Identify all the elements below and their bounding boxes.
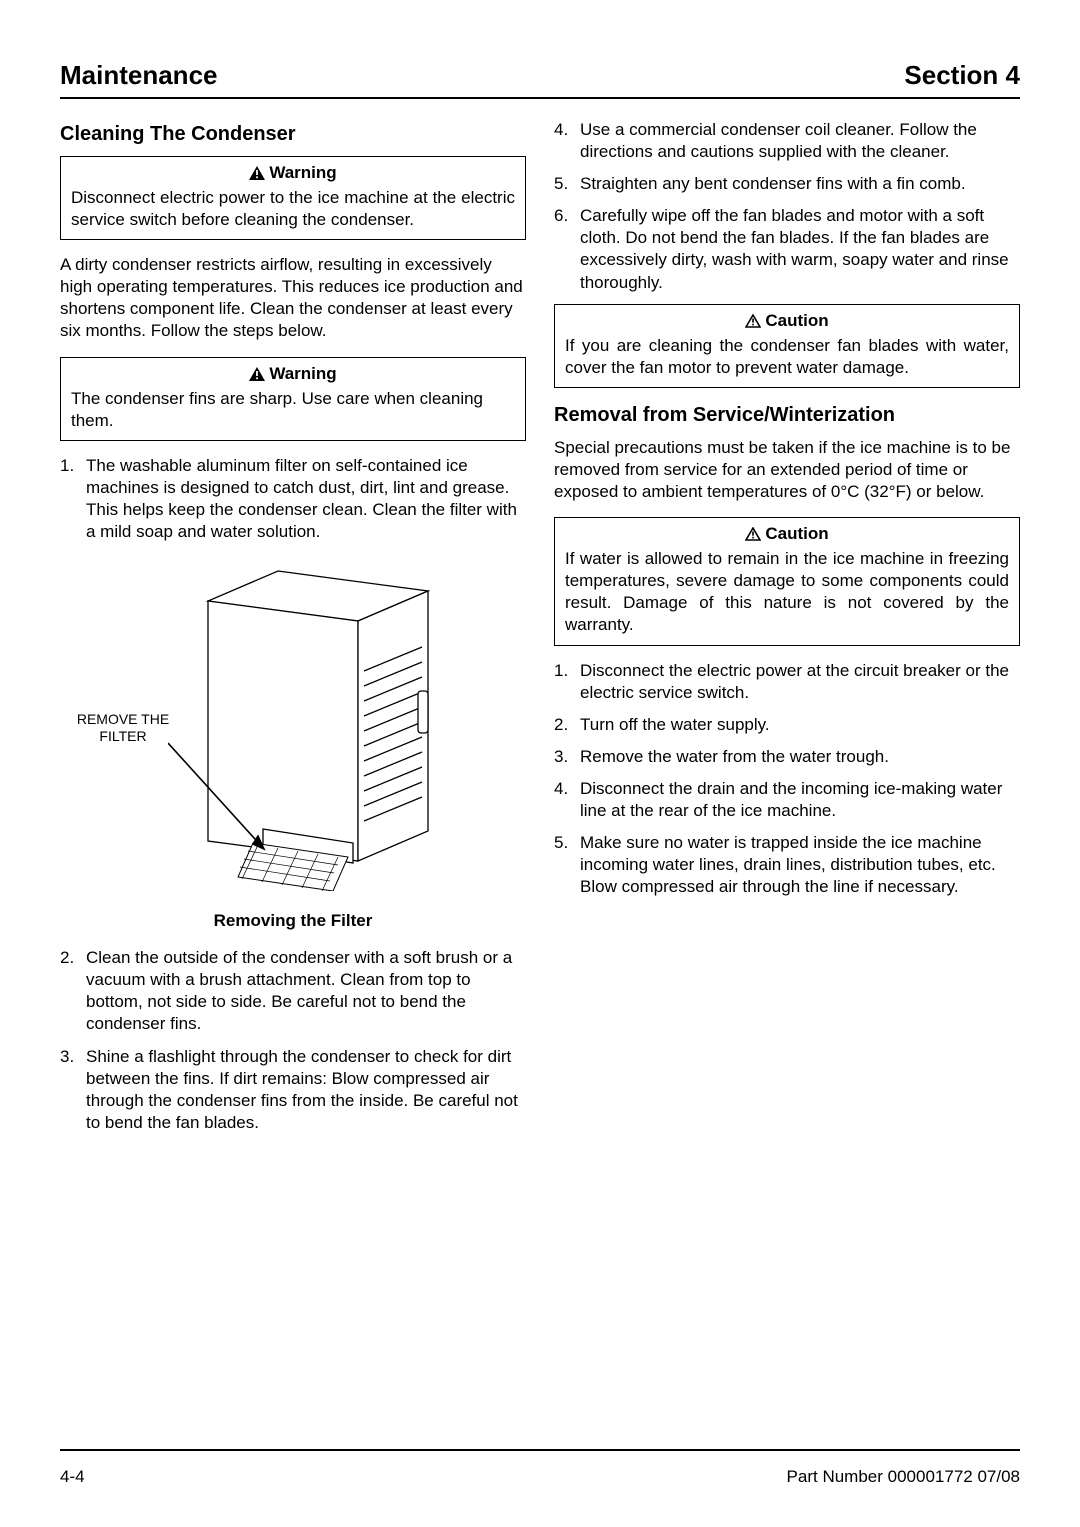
page-header: Maintenance Section 4 [60, 60, 1020, 99]
winterization-step-1: Disconnect the electric power at the cir… [554, 660, 1020, 704]
figure-callout-label: REMOVE THE FILTER [68, 711, 178, 745]
warning-2-body: The condenser fins are sharp. Use care w… [71, 388, 515, 432]
warning-box-2: Warning The condenser fins are sharp. Us… [60, 357, 526, 441]
header-left: Maintenance [60, 60, 218, 91]
winterization-step-3: Remove the water from the water trough. [554, 746, 1020, 768]
cleaning-step-2: Clean the outside of the condenser with … [60, 947, 526, 1035]
warning-1-body: Disconnect electric power to the ice mac… [71, 187, 515, 231]
warning-box-1: Warning Disconnect electric power to the… [60, 156, 526, 240]
manual-page: Maintenance Section 4 Cleaning The Conde… [0, 0, 1080, 1527]
caution-2-body: If water is allowed to remain in the ice… [565, 548, 1009, 636]
winterization-step-2: Turn off the water supply. [554, 714, 1020, 736]
winterization-steps: Disconnect the electric power at the cir… [554, 660, 1020, 899]
caution-icon [745, 526, 761, 546]
figure-label-line2: FILTER [99, 728, 146, 744]
caution-icon [745, 313, 761, 333]
winterization-step-5: Make sure no water is trapped inside the… [554, 832, 1020, 898]
figure-label-line1: REMOVE THE [77, 711, 169, 727]
warning-2-title: Warning [71, 364, 515, 386]
caution-box-1: Caution If you are cleaning the condense… [554, 304, 1020, 388]
cleaning-steps-part2: Clean the outside of the condenser with … [60, 947, 526, 1134]
cleaning-steps-part1: The washable aluminum filter on self-con… [60, 455, 526, 543]
caution-1-body: If you are cleaning the condenser fan bl… [565, 335, 1009, 379]
cleaning-step-5: Straighten any bent condenser fins with … [554, 173, 1020, 195]
ice-machine-illustration [168, 561, 488, 891]
caution-box-2: Caution If water is allowed to remain in… [554, 517, 1020, 645]
cleaning-steps-part3: Use a commercial condenser coil cleaner.… [554, 119, 1020, 294]
warning-1-title: Warning [71, 163, 515, 185]
caution-2-title: Caution [565, 524, 1009, 546]
warning-icon [249, 165, 265, 185]
two-column-layout: Cleaning The Condenser Warning Disconnec… [60, 119, 1020, 1144]
warning-1-label: Warning [269, 163, 336, 182]
cleaning-condenser-heading: Cleaning The Condenser [60, 123, 526, 146]
winterization-heading: Removal from Service/Winterization [554, 404, 1020, 427]
warning-icon [249, 366, 265, 386]
cleaning-step-3: Shine a flashlight through the condenser… [60, 1046, 526, 1134]
cleaning-intro-paragraph: A dirty condenser restricts airflow, res… [60, 254, 526, 342]
caution-1-title: Caution [565, 311, 1009, 333]
cleaning-step-6: Carefully wipe off the fan blades and mo… [554, 205, 1020, 293]
cleaning-step-1: The washable aluminum filter on self-con… [60, 455, 526, 543]
winterization-step-4: Disconnect the drain and the incoming ic… [554, 778, 1020, 822]
header-right: Section 4 [904, 60, 1020, 91]
left-column: Cleaning The Condenser Warning Disconnec… [60, 119, 526, 1144]
warning-2-label: Warning [269, 364, 336, 383]
figure-caption: Removing the Filter [60, 911, 526, 931]
caution-2-label: Caution [765, 524, 828, 543]
caution-1-label: Caution [765, 311, 828, 330]
winterization-intro: Special precautions must be taken if the… [554, 437, 1020, 503]
page-footer: 4-4 Part Number 000001772 07/08 [60, 1449, 1020, 1487]
page-number: 4-4 [60, 1467, 85, 1487]
right-column: Use a commercial condenser coil cleaner.… [554, 119, 1020, 1144]
filter-figure: REMOVE THE FILTER [60, 561, 526, 901]
cleaning-step-4: Use a commercial condenser coil cleaner.… [554, 119, 1020, 163]
part-number: Part Number 000001772 07/08 [787, 1467, 1020, 1487]
